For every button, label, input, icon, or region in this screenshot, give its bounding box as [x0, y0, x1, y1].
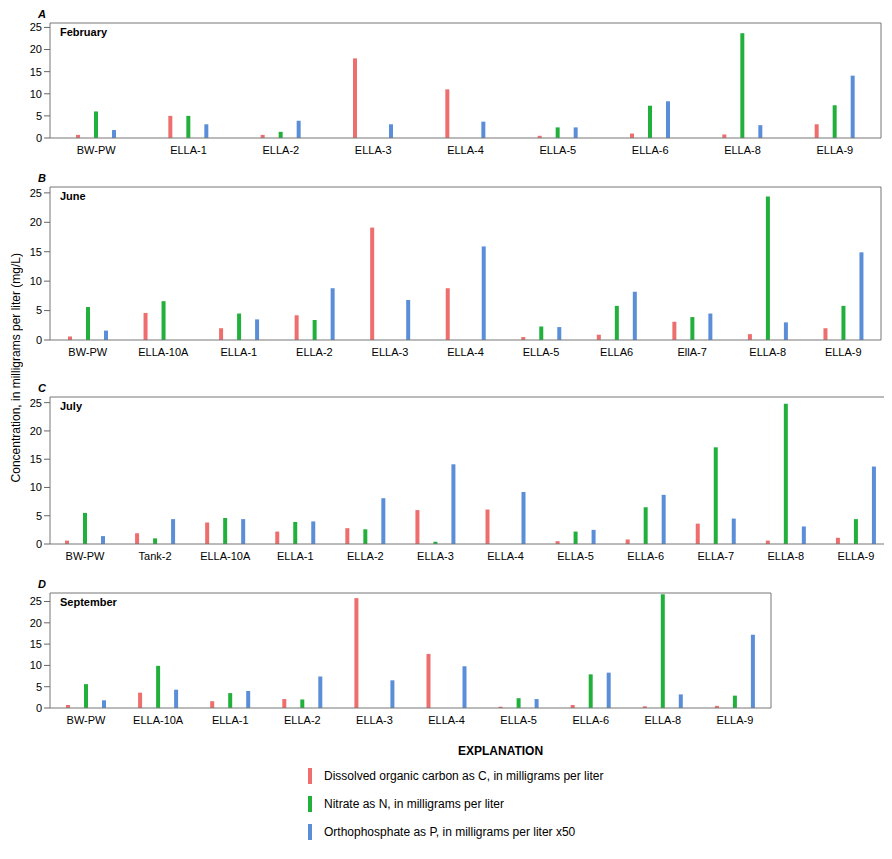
html-text:July: July: [60, 400, 82, 412]
svg-text:ELLA-4: ELLA-4: [428, 714, 465, 726]
svg-text:BW-PW: BW-PW: [67, 714, 107, 726]
svg-text:ELLA-3: ELLA-3: [372, 346, 409, 358]
html-text:Nitrate as N, in milligrams pe: Nitrate as N, in milligrams per liter: [324, 797, 504, 811]
svg-text:ELLA-9: ELLA-9: [825, 346, 862, 358]
svg-text:10: 10: [30, 88, 42, 100]
svg-text:ELLA-8: ELLA-8: [644, 714, 681, 726]
html-text:B: B: [38, 172, 46, 184]
svg-text:0: 0: [36, 702, 42, 714]
svg-text:15: 15: [30, 453, 42, 465]
svg-text:25: 25: [30, 187, 42, 199]
svg-text:5: 5: [36, 681, 42, 693]
svg-text:ELLA-9: ELLA-9: [838, 550, 875, 562]
svg-text:ELLA-1: ELLA-1: [221, 346, 258, 358]
svg-text:ELLA-6: ELLA-6: [572, 714, 609, 726]
svg-text:5: 5: [36, 304, 42, 316]
svg-text:Tank-2: Tank-2: [139, 550, 172, 562]
svg-text:ELLA-10A: ELLA-10A: [200, 550, 251, 562]
svg-text:ELLA-5: ELLA-5: [523, 346, 560, 358]
svg-text:ELLA-10A: ELLA-10A: [133, 714, 184, 726]
svg-text:5: 5: [36, 510, 42, 522]
svg-text:20: 20: [30, 617, 42, 629]
svg-text:20: 20: [30, 43, 42, 55]
svg-text:ELLA-4: ELLA-4: [487, 550, 524, 562]
svg-text:ELLA-2: ELLA-2: [296, 346, 333, 358]
svg-text:ELLA-1: ELLA-1: [170, 144, 207, 156]
svg-text:20: 20: [30, 216, 42, 228]
html-text:EXPLANATION: EXPLANATION: [458, 744, 544, 758]
svg-text:ELLA-2: ELLA-2: [347, 550, 384, 562]
html-text:A: A: [38, 8, 46, 20]
svg-text:BW-PW: BW-PW: [77, 144, 117, 156]
svg-text:ELLA-4: ELLA-4: [447, 144, 484, 156]
svg-text:ELLA-10A: ELLA-10A: [138, 346, 189, 358]
html-text:September: September: [60, 596, 117, 608]
svg-text:ELLA-2: ELLA-2: [284, 714, 321, 726]
svg-text:ELLA-1: ELLA-1: [277, 550, 314, 562]
svg-text:ELLA-3: ELLA-3: [356, 714, 393, 726]
html-text:June: June: [60, 190, 86, 202]
svg-text:25: 25: [30, 397, 42, 409]
svg-text:ELLA-6: ELLA-6: [627, 550, 664, 562]
svg-text:0: 0: [36, 538, 42, 550]
svg-text:ELLA-6: ELLA-6: [632, 144, 669, 156]
svg-text:ELLA-5: ELLA-5: [539, 144, 576, 156]
svg-text:0: 0: [36, 132, 42, 144]
svg-text:ELLA-4: ELLA-4: [447, 346, 484, 358]
svg-text:EllA-7: EllA-7: [677, 346, 706, 358]
svg-text:25: 25: [30, 21, 42, 33]
svg-text:25: 25: [30, 595, 42, 607]
html-text:D: D: [38, 578, 46, 590]
svg-text:0: 0: [36, 334, 42, 346]
html-text:Concentration, in milligrams p: Concentration, in milligrams per liter (…: [9, 253, 23, 483]
svg-text:10: 10: [30, 275, 42, 287]
svg-text:ELLA-5: ELLA-5: [557, 550, 594, 562]
svg-text:ELLA6: ELLA6: [600, 346, 633, 358]
html-text:Orthophosphate as P, in millig: Orthophosphate as P, in milligrams per l…: [324, 825, 576, 839]
svg-text:ELLA-9: ELLA-9: [816, 144, 853, 156]
svg-text:ELLA-1: ELLA-1: [212, 714, 249, 726]
svg-text:5: 5: [36, 110, 42, 122]
svg-text:10: 10: [30, 481, 42, 493]
svg-text:ELLA-8: ELLA-8: [724, 144, 761, 156]
svg-text:ELLA-8: ELLA-8: [768, 550, 805, 562]
svg-text:ELLA-2: ELLA-2: [262, 144, 299, 156]
svg-text:ELLA-3: ELLA-3: [355, 144, 392, 156]
svg-text:ELLA-3: ELLA-3: [417, 550, 454, 562]
svg-text:15: 15: [30, 246, 42, 258]
svg-text:10: 10: [30, 659, 42, 671]
svg-text:ELLA-9: ELLA-9: [717, 714, 754, 726]
html-text:February: February: [60, 26, 108, 38]
svg-text:ELLA-7: ELLA-7: [697, 550, 734, 562]
html-text:C: C: [38, 382, 46, 394]
svg-text:BW-PW: BW-PW: [66, 550, 106, 562]
svg-text:BW-PW: BW-PW: [68, 346, 108, 358]
svg-text:15: 15: [30, 66, 42, 78]
svg-text:15: 15: [30, 638, 42, 650]
html-text:Dissolved organic carbon as C,: Dissolved organic carbon as C, in millig…: [324, 769, 604, 783]
svg-text:ELLA-8: ELLA-8: [749, 346, 786, 358]
svg-text:ELLA-5: ELLA-5: [500, 714, 537, 726]
svg-text:20: 20: [30, 425, 42, 437]
